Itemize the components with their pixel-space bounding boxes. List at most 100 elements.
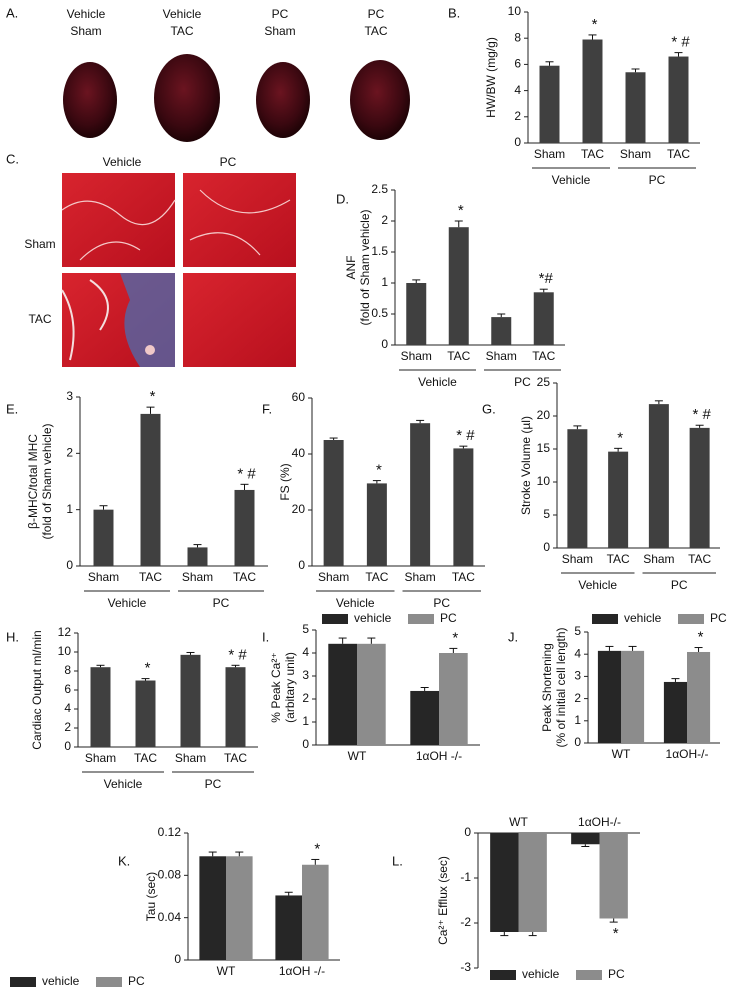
y-tick-label: 4 (514, 83, 521, 97)
x-tick-label: 1αOH-/- (578, 815, 621, 829)
bar (328, 643, 357, 745)
panel-label: L. (392, 853, 403, 868)
significance-label: * (613, 925, 619, 942)
y-tick-label: 8 (64, 663, 71, 677)
x-tick-label: TAC (139, 570, 162, 584)
histology-image (183, 273, 296, 367)
group-label: Vehicle (552, 173, 591, 187)
significance-label: * (592, 16, 598, 33)
bar (406, 283, 427, 345)
x-tick-label: WT (509, 815, 528, 829)
y-tick-label: 20 (292, 502, 306, 516)
legend-swatch (576, 970, 602, 980)
bar (533, 292, 554, 345)
legend-label: PC (608, 967, 625, 981)
x-tick-label: Sham (534, 147, 565, 161)
heart-label: Sham (70, 24, 101, 38)
bar (648, 404, 669, 548)
bar (668, 56, 689, 143)
x-tick-label: TAC (134, 751, 157, 765)
y-tick-label: 0.04 (158, 910, 182, 924)
bar (597, 650, 621, 743)
legend-label: PC (440, 611, 457, 625)
bar (621, 650, 645, 743)
y-tick-label: 3 (302, 668, 309, 682)
group-label: PC (213, 596, 230, 610)
histology-image (183, 173, 296, 267)
heart-photo (256, 62, 310, 138)
bar (687, 651, 711, 743)
legend-swatch (592, 614, 618, 624)
y-tick-label: 2 (302, 691, 309, 705)
column-label: PC (220, 155, 237, 169)
bar (234, 489, 255, 566)
x-tick-label: WT (612, 747, 631, 761)
y-tick-label: 10 (58, 644, 72, 658)
significance-label: * (452, 629, 458, 646)
significance-label: * (150, 388, 156, 405)
y-tick-label: 0.12 (158, 825, 182, 839)
bar (439, 653, 468, 745)
bar (663, 681, 687, 743)
group-label: PC (205, 777, 222, 791)
fiber (61, 279, 109, 361)
x-tick-label: TAC (365, 570, 388, 584)
heart-label: TAC (364, 24, 387, 38)
legend-label: vehicle (522, 967, 560, 981)
panel-label: D. (336, 191, 349, 206)
y-tick-label: 4 (302, 645, 309, 659)
legend-swatch (322, 614, 348, 624)
y-tick-label: 0 (302, 737, 309, 751)
legend-swatch (678, 614, 704, 624)
y-tick-label: 1 (302, 714, 309, 728)
y-tick-label: 2 (66, 446, 73, 460)
y-tick-label: -2 (460, 915, 471, 929)
y-tick-label: 2 (381, 213, 388, 227)
significance-label: * (376, 462, 382, 479)
panel-c: C. Vehicle PC Sham TAC (6, 151, 296, 367)
y-tick-label: 4 (64, 701, 71, 715)
bar (199, 856, 226, 960)
x-tick-label: 1αOH -/- (279, 964, 325, 978)
significance-label: * (145, 660, 151, 677)
row-label: TAC (28, 312, 51, 326)
y-tick-label: 15 (537, 441, 551, 455)
significance-label: * (617, 429, 623, 446)
bar (226, 856, 253, 960)
x-tick-label: Sham (85, 751, 116, 765)
y-axis-label: Peak Shortening (540, 643, 554, 732)
x-tick-label: TAC (607, 552, 630, 566)
y-tick-label: 0 (64, 739, 71, 753)
y-axis-label: (fold of Sham vehicle) (40, 423, 54, 539)
y-tick-label: 0 (514, 135, 521, 149)
panel-label: C. (6, 151, 19, 166)
y-tick-label: 1 (574, 713, 581, 727)
significance-label: * # (671, 34, 690, 51)
y-tick-label: 5 (302, 622, 309, 636)
y-tick-label: 8 (514, 30, 521, 44)
y-tick-label: 60 (292, 390, 306, 404)
legend-label: vehicle (354, 611, 392, 625)
heart-photo (154, 54, 220, 142)
bar (491, 317, 512, 345)
panel-label: F. (262, 401, 272, 416)
bar (571, 833, 600, 845)
y-tick-label: -1 (460, 870, 471, 884)
bar (625, 72, 646, 143)
panel-label: B. (448, 5, 460, 20)
bar (490, 833, 519, 932)
vessel (145, 345, 155, 355)
significance-label: * # (237, 465, 256, 482)
y-tick-label: 10 (508, 4, 522, 18)
bar (90, 667, 111, 747)
group-label: PC (649, 173, 666, 187)
y-tick-label: 1.5 (371, 244, 388, 258)
group-label: PC (671, 578, 688, 592)
y-tick-label: 0 (298, 558, 305, 572)
panel-label: J. (508, 629, 518, 644)
bar (518, 833, 547, 932)
y-tick-label: 5 (574, 624, 581, 638)
histology-image (62, 173, 175, 267)
y-axis-label: % Peak Ca²⁺ (269, 652, 283, 722)
legend-swatch (10, 977, 36, 987)
